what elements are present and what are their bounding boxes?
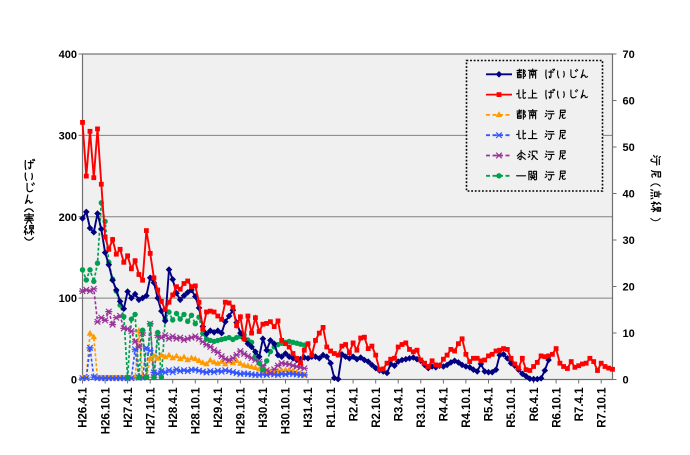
svg-text:60: 60	[623, 96, 635, 108]
svg-text:H28.10.1: H28.10.1	[191, 387, 203, 434]
svg-text:50: 50	[623, 142, 635, 154]
svg-text:R2.10.1: R2.10.1	[371, 387, 383, 428]
svg-text:H30.4.1: H30.4.1	[258, 387, 270, 428]
svg-text:30: 30	[623, 235, 635, 247]
svg-text:R2.4.1: R2.4.1	[348, 387, 360, 421]
svg-text:20: 20	[623, 282, 635, 294]
svg-text:R4.10.1: R4.10.1	[461, 387, 473, 428]
svg-text:H30.10.1: H30.10.1	[281, 387, 293, 434]
svg-text:300: 300	[59, 130, 77, 142]
svg-text:H26.4.1: H26.4.1	[78, 387, 90, 428]
svg-text:0: 0	[623, 375, 629, 387]
svg-text:R3.4.1: R3.4.1	[393, 387, 405, 421]
svg-text:H28.4.1: H28.4.1	[168, 387, 180, 428]
svg-text:70: 70	[623, 49, 635, 61]
svg-text:H29.10.1: H29.10.1	[236, 387, 248, 434]
svg-text:R1.10.1: R1.10.1	[326, 387, 338, 428]
svg-text:R7.4.1: R7.4.1	[574, 387, 586, 421]
svg-text:0: 0	[71, 375, 77, 387]
svg-text:H26.10.1: H26.10.1	[100, 387, 112, 434]
svg-text:R5.4.1: R5.4.1	[484, 387, 496, 421]
svg-text:R6.4.1: R6.4.1	[529, 387, 541, 421]
svg-text:400: 400	[59, 49, 77, 61]
svg-text:R6.10.1: R6.10.1	[551, 387, 563, 428]
svg-text:H27.10.1: H27.10.1	[145, 387, 157, 434]
svg-text:200: 200	[59, 212, 77, 224]
svg-text:40: 40	[623, 189, 635, 201]
svg-text:H31.4.1: H31.4.1	[303, 387, 315, 428]
svg-text:100: 100	[59, 293, 77, 305]
svg-text:R3.10.1: R3.10.1	[416, 387, 428, 428]
svg-text:H27.4.1: H27.4.1	[123, 387, 135, 428]
svg-text:R7.10.1: R7.10.1	[596, 387, 608, 428]
svg-text:R4.4.1: R4.4.1	[439, 387, 451, 421]
svg-text:R5.10.1: R5.10.1	[506, 387, 518, 428]
svg-text:10: 10	[623, 328, 635, 340]
svg-text:H29.4.1: H29.4.1	[213, 387, 225, 428]
